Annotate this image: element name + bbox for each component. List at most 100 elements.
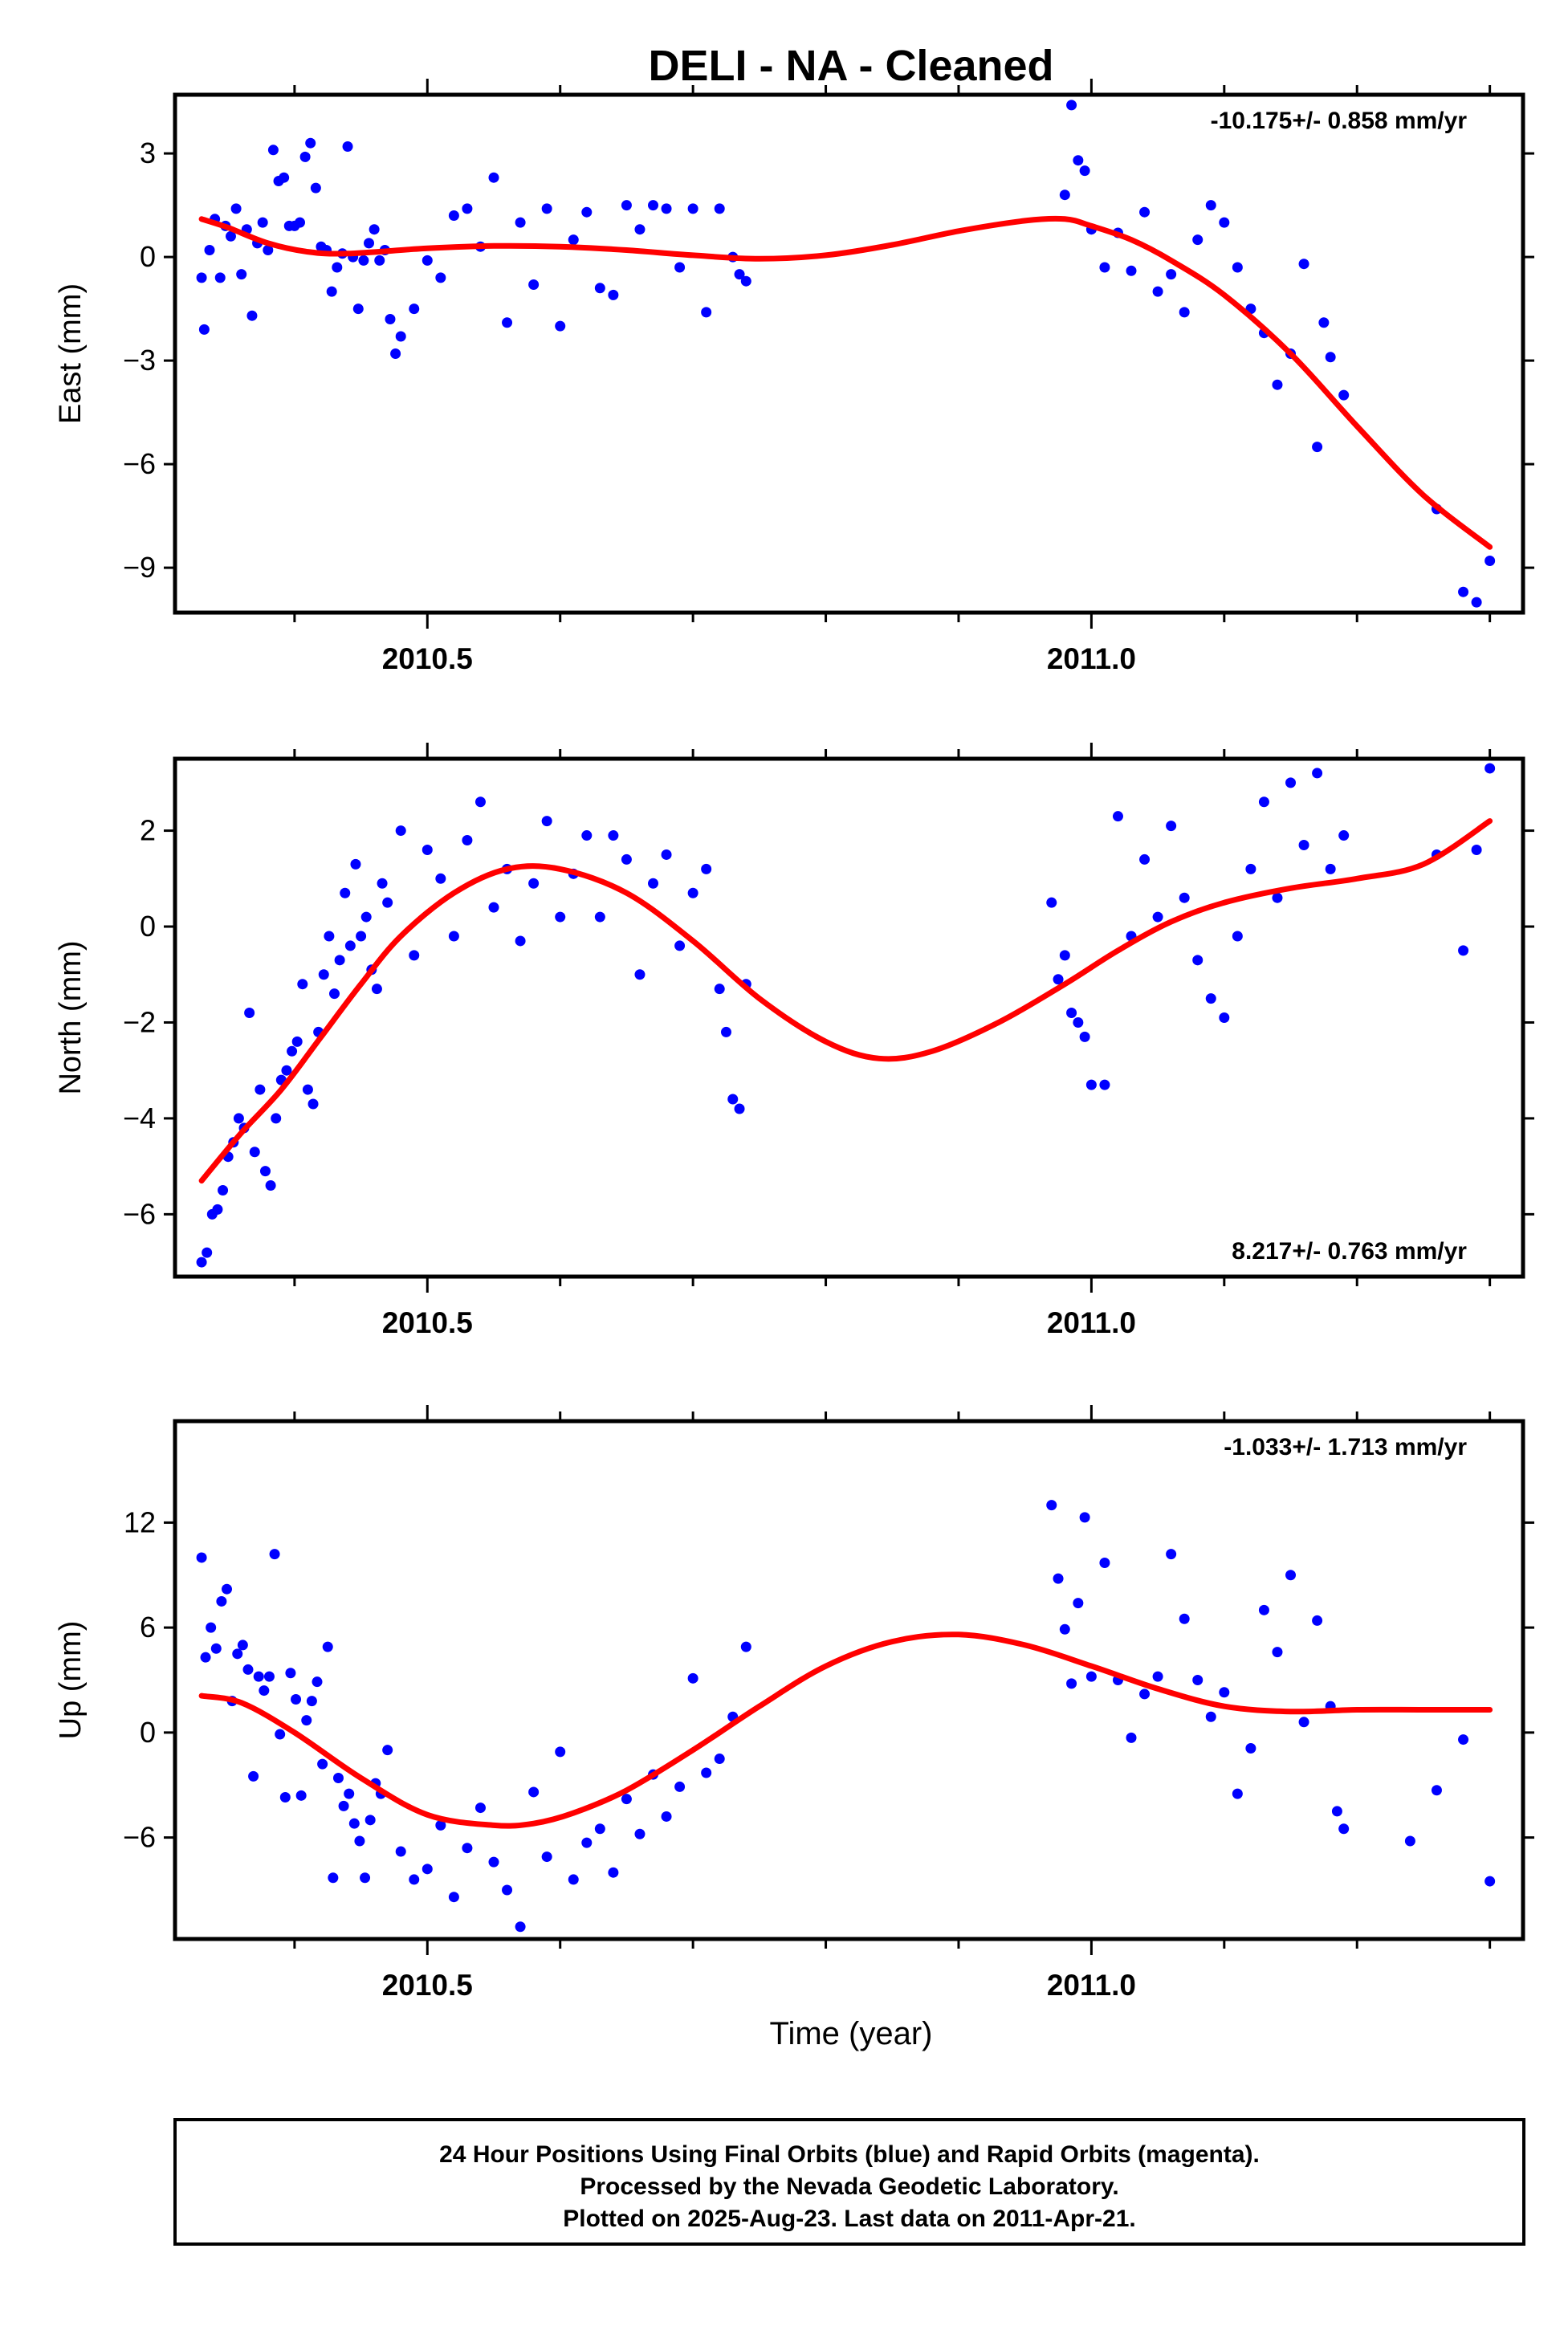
- data-point: [356, 931, 367, 942]
- data-point: [1205, 200, 1216, 211]
- data-point: [502, 317, 513, 328]
- data-point: [259, 1166, 271, 1177]
- data-point: [334, 955, 345, 966]
- data-point: [727, 1094, 739, 1105]
- data-point: [1245, 1742, 1256, 1754]
- caption-line-1: 24 Hour Positions Using Final Orbits (bl…: [439, 2141, 1260, 2168]
- data-point: [1338, 830, 1350, 841]
- data-point: [295, 1790, 307, 1801]
- data-point: [1139, 206, 1151, 218]
- fit-curve: [198, 818, 1493, 1184]
- data-point: [515, 1921, 526, 1933]
- data-point: [1079, 1512, 1090, 1523]
- caption-box: 24 Hour Positions Using Final Orbits (bl…: [173, 2118, 1525, 2246]
- data-point: [581, 1837, 593, 1848]
- data-point: [377, 878, 388, 889]
- data-point: [279, 172, 290, 183]
- y-tick-label: −6: [123, 1821, 156, 1854]
- y-tick-label: −3: [123, 344, 156, 377]
- data-point: [714, 203, 725, 214]
- data-point: [382, 897, 393, 908]
- data-point: [322, 1641, 333, 1652]
- x-tick-label: 2011.0: [1047, 642, 1136, 675]
- data-point: [528, 878, 540, 889]
- data-layer: [196, 763, 1496, 1268]
- y-axis-label: Up (mm): [54, 1621, 88, 1740]
- data-point: [196, 1552, 207, 1563]
- data-point: [1258, 1604, 1269, 1615]
- data-point: [1192, 234, 1203, 246]
- rate-annotation: 8.217+/- 0.763 mm/yr: [1232, 1238, 1467, 1265]
- data-point: [344, 1788, 355, 1799]
- data-point: [395, 331, 406, 342]
- data-point: [409, 950, 420, 961]
- data-point: [1139, 1688, 1151, 1700]
- data-point: [1205, 993, 1216, 1004]
- data-point: [1272, 892, 1283, 903]
- data-point: [1485, 1876, 1496, 1887]
- y-tick-label: −6: [123, 447, 156, 480]
- data-point: [1245, 863, 1256, 874]
- data-point: [1073, 155, 1084, 166]
- y-tick-label: −9: [123, 551, 156, 584]
- data-point: [265, 1180, 276, 1191]
- data-point: [448, 1892, 459, 1903]
- data-point: [222, 1583, 233, 1595]
- data-point: [714, 984, 725, 995]
- data-point: [674, 262, 686, 273]
- data-point: [1179, 307, 1190, 318]
- data-point: [448, 210, 459, 221]
- data-point: [216, 1595, 227, 1607]
- caption-line-3: Plotted on 2025-Aug-23. Last data on 201…: [563, 2206, 1136, 2232]
- data-point: [237, 1640, 248, 1651]
- data-point: [1458, 945, 1469, 956]
- data-point: [621, 200, 632, 211]
- data-point: [1152, 286, 1163, 297]
- data-point: [249, 1147, 260, 1158]
- data-point: [701, 1767, 712, 1778]
- data-point: [1232, 931, 1243, 942]
- data-point: [474, 1802, 486, 1814]
- data-point: [621, 1794, 632, 1805]
- data-point: [1126, 265, 1137, 276]
- data-point: [409, 303, 420, 315]
- data-point: [232, 1648, 243, 1660]
- data-point: [1285, 777, 1297, 788]
- y-tick-label: 6: [140, 1611, 156, 1644]
- data-point: [214, 272, 226, 283]
- data-point: [687, 887, 698, 898]
- data-point: [196, 1257, 207, 1268]
- plot-frame: [173, 92, 1525, 615]
- x-axis-label: Time (year): [770, 2016, 933, 2051]
- data-point: [350, 858, 361, 870]
- data-point: [1232, 1788, 1243, 1799]
- data-point: [1085, 1671, 1097, 1682]
- data-point: [740, 1641, 751, 1652]
- data-point: [528, 279, 540, 290]
- data-point: [371, 984, 382, 995]
- data-point: [462, 835, 473, 846]
- north-panel: 2 0 −2 −4 −6 2010.5 2011.0 North (mm) 8.217+/- 0…: [54, 743, 1534, 1339]
- data-point: [1079, 165, 1090, 177]
- data-point: [364, 238, 375, 249]
- y-axis-label: North (mm): [54, 940, 88, 1094]
- data-point: [1232, 262, 1243, 273]
- data-point: [279, 1791, 291, 1802]
- data-point: [648, 878, 659, 889]
- y-tick-label: 0: [140, 1716, 156, 1749]
- data-point: [206, 1622, 217, 1633]
- data-point: [515, 935, 526, 947]
- data-layer: [196, 100, 1496, 608]
- y-tick-label: −4: [123, 1102, 156, 1134]
- data-point: [369, 224, 380, 235]
- data-point: [661, 849, 672, 860]
- data-point: [342, 141, 353, 152]
- data-point: [329, 988, 340, 1000]
- data-point: [302, 1084, 313, 1095]
- data-point: [1325, 352, 1336, 363]
- data-point: [1152, 1671, 1163, 1682]
- data-point: [1126, 1732, 1137, 1743]
- data-point: [1219, 1012, 1230, 1023]
- data-point: [271, 1113, 282, 1124]
- data-point: [332, 262, 343, 273]
